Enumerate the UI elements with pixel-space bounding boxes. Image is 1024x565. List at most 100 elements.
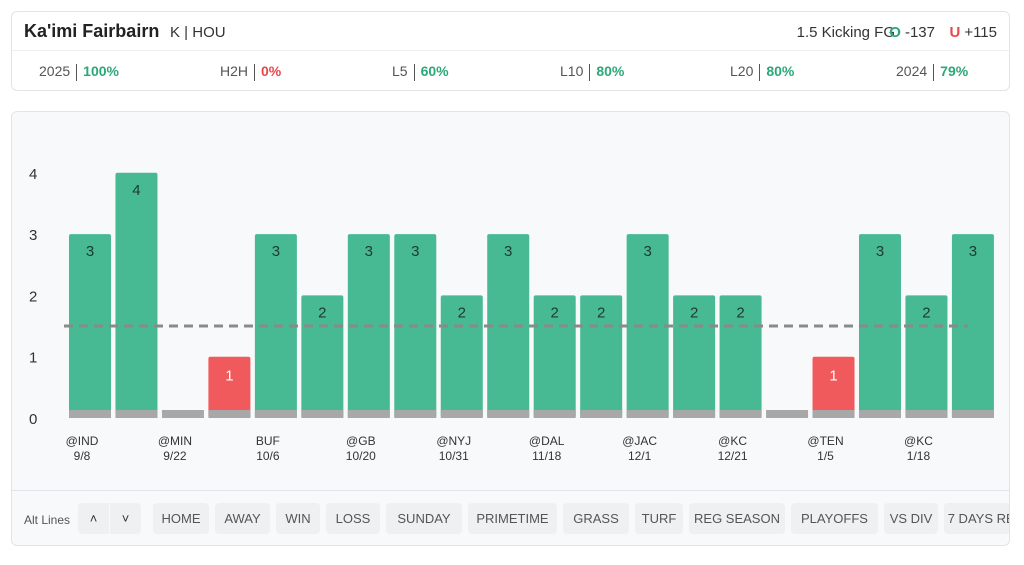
stat-label: H2H [220,63,249,79]
bar-value-label: 2 [597,304,605,321]
stat-label: 2025 [39,63,71,79]
filter-loss[interactable]: LOSS [326,503,380,534]
stat-label: L20 [730,63,754,79]
filter-reg-season[interactable]: REG SEASON [689,503,785,534]
prop-line: 1.5 Kicking FG [796,24,895,41]
bar-value-label: 2 [458,304,466,321]
under-odds-button[interactable]: U +115 [949,24,997,41]
bar-value-label: 2 [922,304,930,321]
bar-value-label: 3 [272,243,280,260]
stat-l20[interactable]: L20 80% [730,63,794,81]
x-label-date: 12/1 [628,449,652,463]
filter-bar: Alt Lines ˄ ˅ HOME AWAY WIN LOSS SUNDAY PRIME… [12,490,1009,546]
x-label-opponent: @KC [718,434,747,448]
filter-turf[interactable]: TURF [635,503,683,534]
over-odds-button[interactable]: O -137 [889,24,935,41]
stat-divider [76,63,78,81]
filter-home[interactable]: HOME [153,503,209,534]
stat-divider [254,63,256,81]
bar-base [812,410,855,418]
filter-playoffs[interactable]: PLAYOFFS [791,503,878,534]
stat-divider [413,63,415,81]
stat-l10[interactable]: L10 80% [560,63,624,81]
bar-base [626,410,669,418]
bar-base [394,410,437,418]
bar-value-label: 3 [365,243,373,260]
y-tick-label: 1 [29,350,37,367]
stat-value: 60% [420,63,449,79]
x-label-date: 10/31 [439,449,469,463]
x-label-opponent: @JAC [622,434,657,448]
filter-vs-div[interactable]: VS DIV [884,503,938,534]
chevron-down-icon: ˅ [121,511,130,526]
bar-base [951,410,994,418]
x-label-date: 1/5 [817,449,834,463]
bar-value-label: 3 [504,243,512,260]
stat-value: 79% [940,63,969,79]
bar [487,234,530,418]
x-label-opponent: @KC [904,434,933,448]
bar [208,356,251,418]
bar-value-label: 2 [551,304,559,321]
bar-value-label: 2 [318,304,326,321]
hit-rate-stats: 2025 100% H2H 0% L5 60% L10 80% L20 80% 2024 79% [12,52,1009,91]
chevron-up-icon: ˄ [89,511,98,526]
y-tick-label: 4 [29,166,37,183]
over-odds: -137 [904,24,935,41]
bar-value-label: 2 [690,304,698,321]
bar [626,234,669,418]
stat-divider [933,63,935,81]
stat-h2h[interactable]: H2H 0% [220,63,281,81]
bar-value-label: 3 [86,243,94,260]
stat-2025[interactable]: 2025 100% [39,63,119,81]
y-tick-label: 0 [29,411,37,428]
bar-value-label: 2 [736,304,744,321]
filter-7-days-rest[interactable]: 7 DAYS REST [944,503,1009,534]
bar-base [69,410,111,418]
stat-2024[interactable]: 2024 79% [896,63,968,81]
x-label-date: 1/18 [907,449,931,463]
alt-line-up-button[interactable]: ˄ [78,503,109,534]
stat-l5[interactable]: L5 60% [392,63,449,81]
bar [951,234,994,418]
bar-base [115,410,158,418]
filter-away[interactable]: AWAY [215,503,270,534]
stat-label: L5 [392,63,408,79]
x-label-opponent: @IND [66,434,99,448]
bar-base [766,410,809,418]
over-letter: O [889,24,901,41]
bar-value-label: 4 [132,182,140,199]
filter-grass[interactable]: GRASS [563,503,629,534]
x-label-opponent: @TEN [807,434,843,448]
game-log-chart-card: 0 1 2 3 4 3 4 1 3 2 3 3 2 3 2 2 3 2 2 1 3 2 3 @IND 9/8 @MIN 9/22 BU… [11,111,1010,546]
bar-base [858,410,901,418]
bar-value-label: 3 [411,243,419,260]
x-label-opponent: BUF [256,434,280,448]
x-label-date: 9/22 [163,449,187,463]
filter-primetime[interactable]: PRIMETIME [468,503,557,534]
stat-divider [759,63,761,81]
bar-value-label: 3 [969,243,977,260]
bar [69,234,111,418]
player-header: Ka'imi Fairbairn K | HOU 1.5 Kicking FG … [12,12,1009,51]
bar-base [161,410,204,418]
x-label-date: 12/21 [718,449,748,463]
y-tick-label: 2 [29,288,37,305]
filter-win[interactable]: WIN [276,503,320,534]
x-label-opponent: @NYJ [436,434,471,448]
bar-base [301,410,344,418]
stat-value: 100% [83,63,119,79]
alt-line-down-button[interactable]: ˅ [110,503,141,534]
filter-sunday[interactable]: SUNDAY [386,503,462,534]
bar-base [208,410,251,418]
x-label-opponent: @GB [346,434,376,448]
bar-base [719,410,762,418]
stat-value: 80% [766,63,795,79]
under-odds: +115 [964,24,997,41]
bar-value-label: 3 [876,243,884,260]
bar-value-label: 3 [643,243,651,260]
x-label-date: 9/8 [74,449,91,463]
bar-base [905,410,948,418]
bar-base [673,410,716,418]
